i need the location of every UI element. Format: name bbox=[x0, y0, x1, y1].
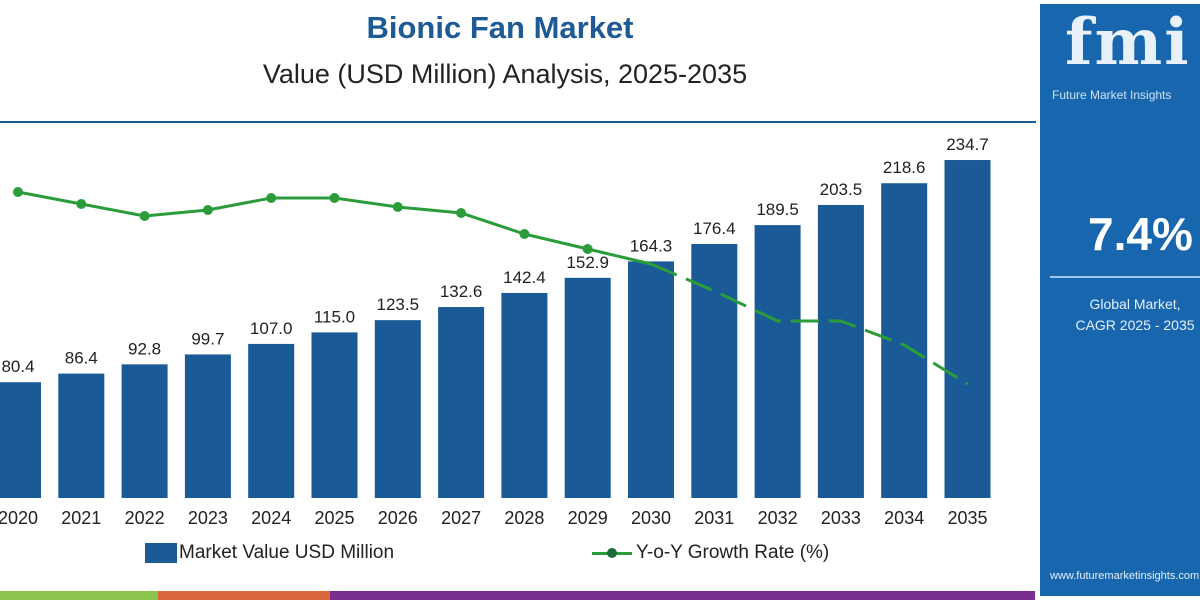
stripe-orange bbox=[158, 591, 330, 600]
bar-label-2020: 80.4 bbox=[1, 357, 34, 376]
bar-2023 bbox=[184, 354, 231, 498]
desc-line-1: Global Market, bbox=[1089, 296, 1181, 312]
bar-label-2031: 176.4 bbox=[693, 219, 736, 238]
x-tick-2022: 2022 bbox=[125, 508, 165, 528]
x-tick-2035: 2035 bbox=[947, 508, 987, 528]
chart-area: 80.4 2020 86.4 2021 92.8 2022 99.7 2023 107.0 202… bbox=[0, 135, 991, 528]
growth-point-2024 bbox=[266, 193, 277, 203]
bar-label-2026: 123.5 bbox=[377, 295, 420, 314]
bar-label-2028: 142.4 bbox=[503, 268, 546, 287]
panel-divider bbox=[1050, 276, 1200, 278]
legend-bar-swatch bbox=[145, 543, 177, 563]
bar-2027 bbox=[438, 307, 485, 498]
growth-point-2022 bbox=[139, 211, 150, 221]
bar-2028 bbox=[501, 292, 548, 498]
growth-point-2028 bbox=[519, 229, 530, 239]
bar-label-2032: 189.5 bbox=[756, 200, 799, 219]
chart-title: Bionic Fan Market bbox=[366, 10, 634, 45]
growth-point-2029 bbox=[582, 244, 593, 254]
x-tick-2031: 2031 bbox=[694, 508, 734, 528]
bar-2024 bbox=[248, 343, 295, 498]
x-tick-2030: 2030 bbox=[631, 508, 671, 528]
growth-point-2020 bbox=[13, 187, 23, 197]
bar-2030 bbox=[628, 261, 674, 498]
growth-point-2021 bbox=[76, 199, 87, 209]
bar-2021 bbox=[58, 373, 105, 498]
bar-label-2030: 164.3 bbox=[630, 236, 673, 255]
x-tick-2025: 2025 bbox=[314, 508, 354, 528]
bar-label-2022: 92.8 bbox=[128, 339, 161, 358]
side-panel: fmi Future Market Insights 7.4% Global M… bbox=[1040, 4, 1200, 596]
x-tick-2026: 2026 bbox=[378, 508, 418, 528]
bar-2020 bbox=[0, 382, 41, 498]
x-tick-2029: 2029 bbox=[568, 508, 608, 528]
fmi-logo: fmi bbox=[1065, 5, 1191, 80]
x-tick-2021: 2021 bbox=[61, 508, 101, 528]
growth-point-2023 bbox=[202, 205, 213, 215]
bar-2032 bbox=[754, 225, 801, 498]
bar-2025 bbox=[311, 332, 358, 498]
bar-label-2021: 86.4 bbox=[65, 349, 98, 368]
x-tick-2028: 2028 bbox=[504, 508, 544, 528]
bar-label-2024: 107.0 bbox=[250, 319, 293, 338]
growth-point-2025 bbox=[329, 193, 340, 203]
website-url: www.futuremarketinsights.com bbox=[1050, 570, 1200, 582]
desc-line-2: CAGR 2025 - 2035 bbox=[1075, 317, 1195, 333]
growth-point-2026 bbox=[392, 202, 403, 212]
logo-subtitle: Future Market Insights bbox=[1052, 88, 1172, 102]
bar-2029 bbox=[564, 277, 611, 498]
x-tick-2032: 2032 bbox=[758, 508, 798, 528]
growth-point-2027 bbox=[456, 208, 467, 218]
stripe-purple bbox=[330, 591, 1035, 600]
x-tick-2033: 2033 bbox=[821, 508, 861, 528]
stripe-green bbox=[0, 591, 158, 600]
legend-bar-label: Market Value USD Million bbox=[179, 542, 395, 563]
bar-2035 bbox=[944, 160, 991, 499]
bar-2026 bbox=[374, 320, 421, 498]
legend-line-swatch bbox=[592, 547, 632, 558]
x-tick-2034: 2034 bbox=[884, 508, 924, 528]
x-tick-2024: 2024 bbox=[251, 508, 291, 528]
growth-line-dashed bbox=[650, 262, 969, 386]
cagr-description: Global Market, CAGR 2025 - 2035 bbox=[1050, 294, 1200, 336]
bar-label-2034: 218.6 bbox=[883, 158, 926, 177]
bar-label-2025: 115.0 bbox=[314, 307, 355, 326]
bar-2031 bbox=[691, 243, 738, 498]
bar-label-2035: 234.7 bbox=[946, 135, 989, 154]
bar-label-2029: 152.9 bbox=[566, 253, 609, 272]
legend-bar: Market Value USD Million bbox=[145, 542, 394, 564]
x-tick-2023: 2023 bbox=[188, 508, 228, 528]
chart-subtitle: Value (USD Million) Analysis, 2025-2035 bbox=[262, 59, 748, 89]
bar-label-2023: 99.7 bbox=[191, 329, 224, 348]
bar-label-2027: 132.6 bbox=[440, 282, 483, 301]
legend-line-label: Y-o-Y Growth Rate (%) bbox=[636, 542, 830, 563]
divider bbox=[0, 121, 1036, 123]
bar-2034 bbox=[881, 183, 928, 498]
cagr-value: 7.4% bbox=[1088, 208, 1193, 260]
legend-line: Y-o-Y Growth Rate (%) bbox=[592, 542, 829, 564]
x-tick-2027: 2027 bbox=[441, 508, 481, 528]
bar-2022 bbox=[121, 364, 168, 498]
bar-label-2033: 203.5 bbox=[820, 180, 863, 199]
bar-2033 bbox=[817, 204, 864, 498]
x-tick-2020: 2020 bbox=[0, 508, 38, 528]
